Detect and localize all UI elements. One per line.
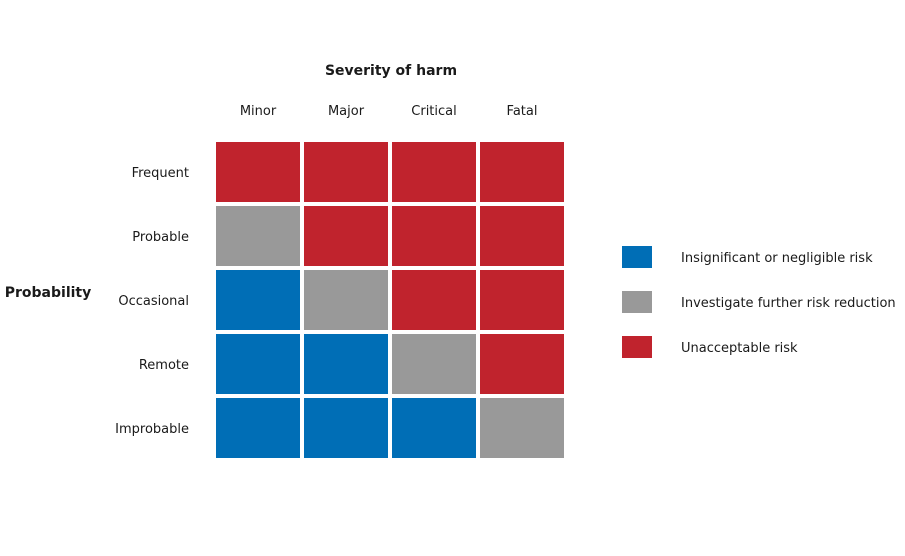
row-label-probable: Probable <box>132 230 189 245</box>
legend-label-investigate: Investigate further risk reduction <box>681 296 896 311</box>
chart-title: Severity of harm <box>325 63 457 79</box>
legend-label-insignificant: Insignificant or negligible risk <box>681 251 873 266</box>
y-axis-label: Probability <box>5 285 92 301</box>
legend-swatch-investigate <box>622 291 652 313</box>
cell-improbable-minor <box>216 398 300 458</box>
cell-remote-major <box>304 334 388 394</box>
matrix-cells <box>216 142 564 458</box>
cell-frequent-minor <box>216 142 300 202</box>
cell-frequent-major <box>304 142 388 202</box>
cell-remote-fatal <box>480 334 564 394</box>
cell-occasional-fatal <box>480 270 564 330</box>
column-label-major: Major <box>328 104 365 119</box>
row-label-improbable: Improbable <box>115 422 189 437</box>
cell-frequent-fatal <box>480 142 564 202</box>
cell-probable-major <box>304 206 388 266</box>
cell-occasional-minor <box>216 270 300 330</box>
cell-occasional-critical <box>392 270 476 330</box>
column-label-fatal: Fatal <box>507 104 538 119</box>
column-label-minor: Minor <box>240 104 277 119</box>
row-label-frequent: Frequent <box>132 166 189 181</box>
row-labels: Frequent Probable Occasional Remote Improbab… <box>115 166 189 437</box>
cell-improbable-critical <box>392 398 476 458</box>
row-label-remote: Remote <box>139 358 189 373</box>
cell-frequent-critical <box>392 142 476 202</box>
cell-improbable-major <box>304 398 388 458</box>
cell-occasional-major <box>304 270 388 330</box>
legend-label-unacceptable: Unacceptable risk <box>681 341 798 356</box>
cell-probable-critical <box>392 206 476 266</box>
cell-improbable-fatal <box>480 398 564 458</box>
cell-remote-minor <box>216 334 300 394</box>
row-label-occasional: Occasional <box>118 294 189 309</box>
cell-probable-minor <box>216 206 300 266</box>
column-label-critical: Critical <box>411 104 456 119</box>
legend: Insignificant or negligible risk Investig… <box>622 246 896 358</box>
cell-remote-critical <box>392 334 476 394</box>
legend-swatch-insignificant <box>622 246 652 268</box>
legend-swatch-unacceptable <box>622 336 652 358</box>
column-labels: Minor Major Critical Fatal <box>240 104 538 119</box>
cell-probable-fatal <box>480 206 564 266</box>
